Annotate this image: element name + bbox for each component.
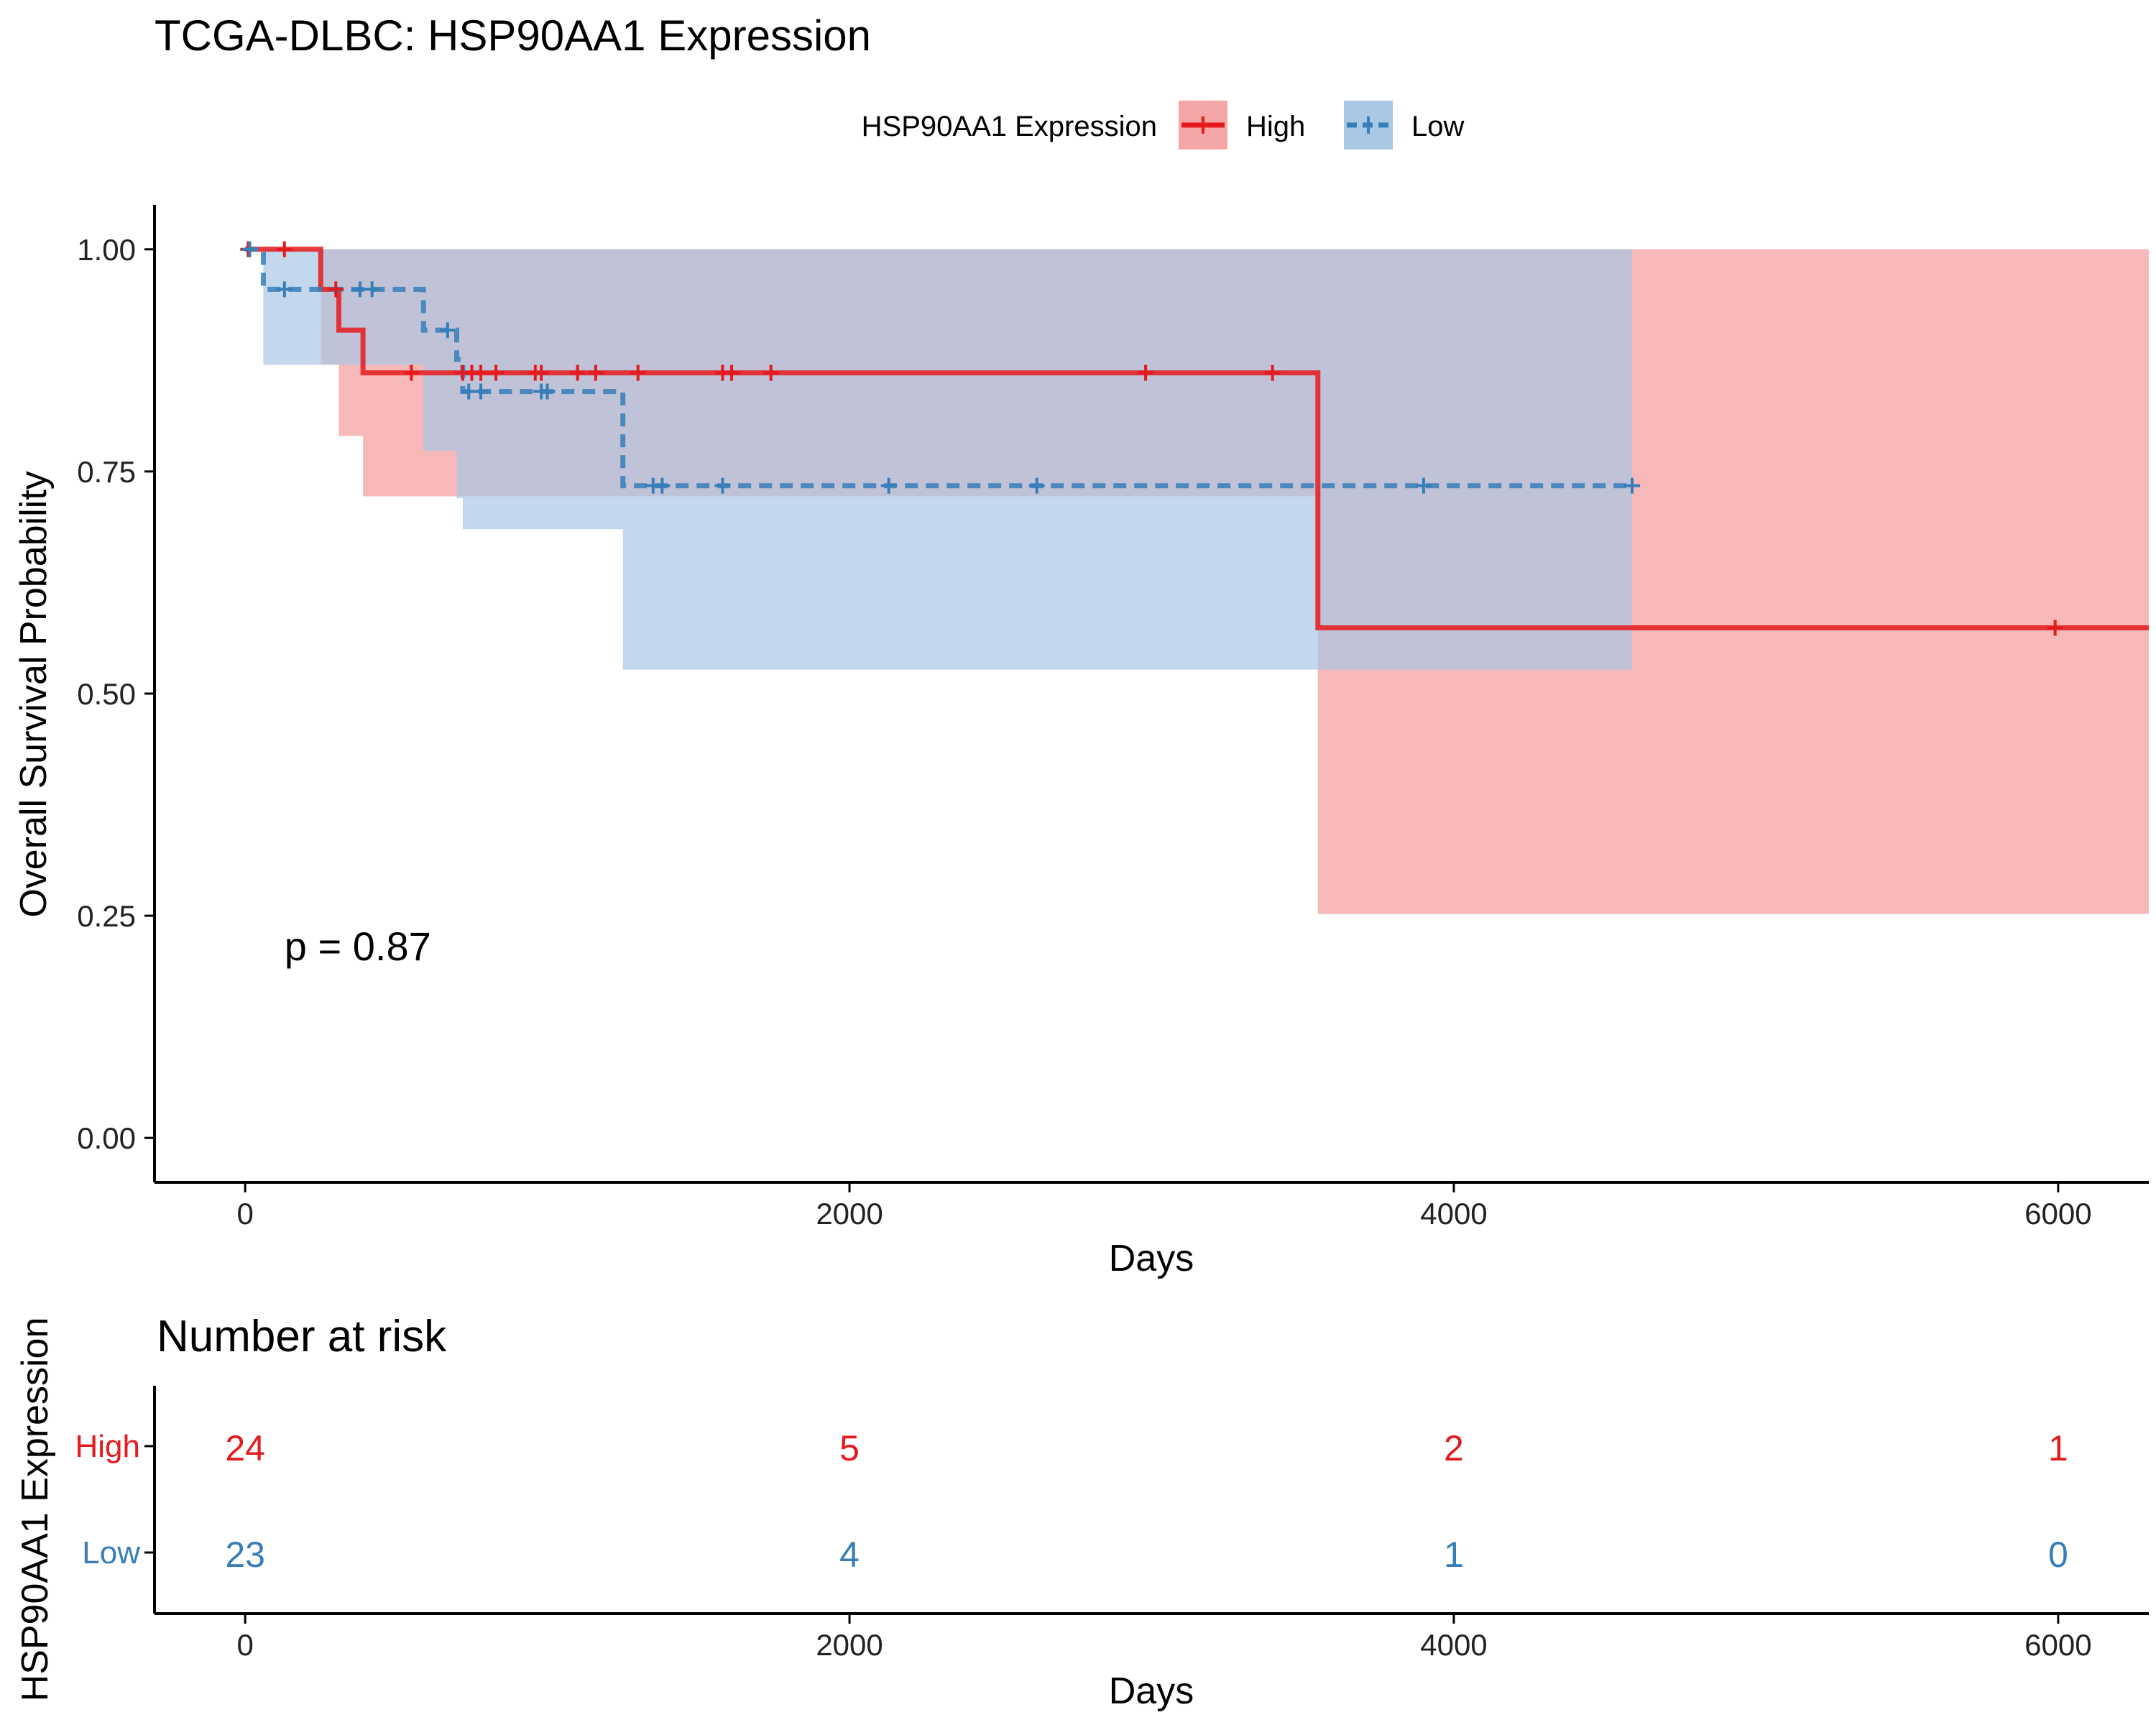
censor-mark-low xyxy=(1415,477,1432,494)
legend-item-low: Low xyxy=(1344,101,1464,150)
risk-count: 1 xyxy=(1444,1535,1464,1575)
x-axis-label: Days xyxy=(1109,1238,1194,1279)
chart-title: TCGA-DLBC: HSP90AA1 Expression xyxy=(155,12,871,60)
censor-mark-low xyxy=(439,322,456,339)
y-tick-label: 0.50 xyxy=(77,677,136,711)
risk-count: 4 xyxy=(839,1535,860,1575)
censor-mark-high xyxy=(276,241,292,257)
censor-mark-low xyxy=(276,281,292,298)
censor-mark-high xyxy=(587,364,604,381)
censor-mark-low xyxy=(364,281,380,298)
censor-mark-high xyxy=(630,364,646,381)
risk-x-tick-label: 2000 xyxy=(816,1628,883,1662)
risk-count: 24 xyxy=(225,1428,265,1468)
risk-count: 1 xyxy=(2048,1428,2068,1468)
censor-mark-low xyxy=(1028,477,1045,494)
censor-mark-high xyxy=(488,364,505,381)
censor-mark-low xyxy=(654,477,671,494)
risk-count: 2 xyxy=(1444,1428,1464,1468)
p-value-annotation: p = 0.87 xyxy=(285,924,431,969)
survival-line-high xyxy=(245,247,2149,630)
censor-mark-low xyxy=(1624,477,1641,494)
risk-x-tick-label: 6000 xyxy=(2024,1628,2091,1662)
risk-x-tick-label: 4000 xyxy=(1420,1628,1487,1662)
censor-mark-high xyxy=(724,364,740,381)
risk-row-label-high: High xyxy=(75,1429,141,1464)
x-tick-label: 6000 xyxy=(2024,1197,2091,1230)
risk-count: 23 xyxy=(225,1535,265,1575)
risk-x-tick-label: 0 xyxy=(236,1628,253,1662)
risk-x-axis-label: Days xyxy=(1109,1670,1194,1712)
censor-mark-low xyxy=(539,383,556,400)
censor-mark-high xyxy=(763,364,779,381)
censor-mark-high xyxy=(473,364,489,381)
x-tick-label: 0 xyxy=(236,1197,253,1230)
legend: HSP90AA1 Expression High Low xyxy=(862,101,1464,150)
y-tick-label: 1.00 xyxy=(77,233,136,267)
y-tick-label: 0.25 xyxy=(77,899,136,933)
y-axis-label: Overall Survival Probability xyxy=(13,471,55,917)
legend-item-high: High xyxy=(1179,101,1305,150)
censor-mark-low xyxy=(473,383,489,400)
censor-mark-low xyxy=(880,477,897,494)
km-plot: 0.00 0.25 0.50 0.75 1.00 0 2000 4000 6000 p = 0.… xyxy=(13,205,2149,1279)
x-tick-label: 4000 xyxy=(1420,1197,1487,1230)
censor-mark-low xyxy=(714,477,731,494)
censor-mark-high xyxy=(1264,364,1281,381)
ci-band-low xyxy=(245,249,1633,670)
legend-label: Low xyxy=(1411,111,1464,142)
censor-mark-low xyxy=(241,241,258,257)
risk-table-title: Number at risk xyxy=(157,1312,447,1361)
censor-mark-high xyxy=(569,364,586,381)
censor-mark-high xyxy=(533,364,550,381)
y-tick-label: 0.00 xyxy=(77,1121,136,1155)
survival-line-low xyxy=(245,247,1632,489)
y-tick-label: 0.75 xyxy=(77,455,136,489)
legend-title: HSP90AA1 Expression xyxy=(862,111,1157,142)
censor-mark-high xyxy=(2047,620,2063,636)
risk-table: Number at risk High 24 5 2 1 Low 23 4 1 0 0 2000 40… xyxy=(14,1312,2149,1712)
risk-y-axis-label: HSP90AA1 Expression xyxy=(14,1317,56,1702)
legend-label: High xyxy=(1246,111,1305,142)
censor-mark-high xyxy=(1138,364,1154,381)
risk-count: 0 xyxy=(2048,1535,2068,1575)
risk-count: 5 xyxy=(839,1428,860,1468)
censor-mark-high xyxy=(403,364,420,381)
censor-mark-high xyxy=(328,281,344,298)
x-tick-label: 2000 xyxy=(816,1197,883,1230)
risk-row-label-low: Low xyxy=(82,1535,140,1570)
